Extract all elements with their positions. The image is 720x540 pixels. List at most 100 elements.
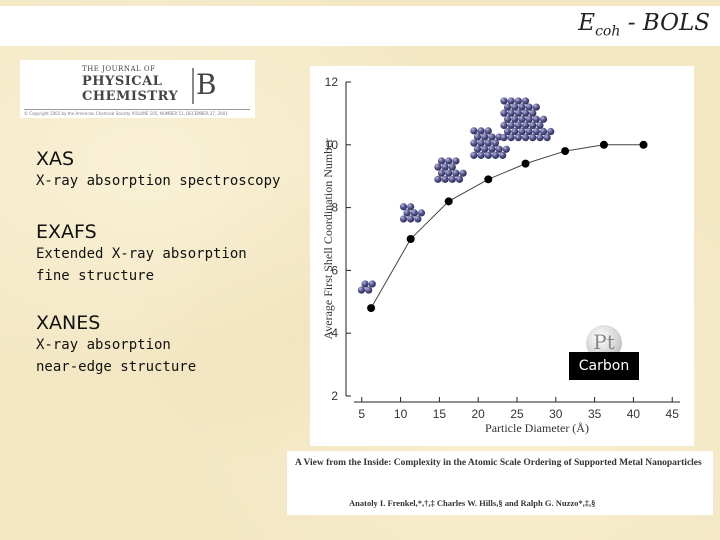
atom [500, 97, 508, 105]
x-tick-label: 20 [472, 407, 486, 421]
atom [503, 127, 512, 136]
atom [525, 103, 533, 111]
x-tick-label: 15 [433, 407, 447, 421]
atom [441, 163, 449, 171]
atom [507, 121, 515, 129]
atom [511, 127, 519, 136]
atom [488, 133, 496, 141]
atom [407, 203, 415, 211]
atom [403, 209, 411, 217]
atom [407, 215, 415, 223]
atom [532, 115, 540, 123]
x-tick-label: 45 [666, 407, 680, 421]
atom [507, 134, 515, 142]
x-tick-label: 30 [549, 407, 563, 421]
atom [455, 175, 464, 183]
atom [536, 121, 544, 129]
atom [470, 151, 478, 159]
atom [529, 134, 537, 142]
data-point [444, 197, 453, 206]
nanoparticle-cluster [357, 280, 376, 294]
atom [514, 109, 522, 117]
journal-footer: © Copyright 2001 by the American Chemica… [24, 109, 250, 116]
atom [477, 139, 485, 147]
atom [539, 115, 548, 123]
title-bar: Ecoh - BOLS [0, 6, 720, 46]
atom [491, 151, 500, 159]
term-abbr: EXAFS [36, 221, 97, 243]
atom [437, 169, 446, 177]
atom [521, 121, 530, 129]
atom [410, 209, 418, 217]
term-xas: XAS X-ray absorption spectroscopy [36, 148, 280, 192]
y-tick-label: 4 [331, 326, 338, 340]
x-tick-label: 25 [510, 407, 524, 421]
atom [484, 127, 492, 135]
y-tick-label: 2 [331, 389, 338, 403]
nanoparticle-cluster [470, 127, 510, 159]
atom [452, 169, 460, 177]
atom [514, 134, 522, 142]
atom [518, 127, 526, 136]
atom [477, 127, 485, 135]
x-tick-label: 10 [394, 407, 408, 421]
atom [417, 209, 426, 217]
data-point [599, 140, 608, 149]
term-desc-line: fine structure [36, 268, 155, 284]
term-abbr: XANES [36, 312, 101, 334]
atom [518, 103, 526, 111]
atom [521, 134, 530, 142]
data-point [521, 159, 530, 168]
atom [511, 115, 519, 123]
data-point [484, 175, 493, 184]
term-desc-line: X-ray absorption [36, 337, 171, 353]
y-tick-label: 12 [325, 75, 339, 89]
atom [441, 175, 449, 183]
y-tick-label: 6 [331, 263, 338, 277]
atom [521, 109, 530, 117]
atom [437, 157, 446, 165]
atom [448, 163, 456, 171]
data-point [406, 235, 415, 243]
journal-logo: THE JOURNAL OF PHYSICAL CHEMISTRY B © Co… [20, 60, 255, 118]
atom [511, 103, 519, 111]
data-point [639, 140, 648, 149]
atom [470, 139, 478, 147]
term-desc-line: Extended X-ray absorption [36, 246, 247, 262]
atom [470, 127, 478, 135]
nanoparticle-cluster [399, 203, 426, 223]
x-tick-label: 35 [588, 407, 602, 421]
nanoparticle-cluster [434, 157, 467, 183]
atom [477, 151, 485, 159]
term-desc-line: X-ray absorption spectroscopy [36, 173, 281, 189]
atom [452, 157, 460, 165]
atom [448, 175, 456, 183]
atom [502, 145, 510, 153]
journal-section-letter: B [192, 68, 217, 104]
paper-authors: Anatoly I. Frenkel,*,†,‡ Charles W. Hill… [349, 498, 596, 508]
atom [481, 145, 489, 153]
atom [499, 151, 507, 159]
y-axis-label: Average First Shell Coordination Number [321, 138, 335, 339]
atom [525, 127, 533, 136]
atom [500, 134, 508, 142]
atom [459, 169, 467, 177]
y-tick-label: 10 [325, 138, 339, 152]
series-line [370, 144, 644, 309]
paper-caption: A View from the Inside: Complexity in th… [287, 451, 713, 515]
x-ticks: 5 10 15 20 25 30 35 40 45 [358, 397, 679, 421]
atom [434, 163, 442, 171]
atom [365, 286, 373, 294]
atom [445, 157, 453, 165]
data-points [367, 140, 648, 313]
atom [361, 280, 369, 288]
atom [532, 103, 540, 111]
journal-line2: PHYSICAL [82, 74, 163, 89]
journal-line3: CHEMISTRY [82, 89, 179, 104]
atom [399, 203, 408, 211]
atom [488, 145, 496, 153]
x-tick-label: 5 [358, 407, 365, 421]
atom [536, 134, 544, 142]
atom [491, 139, 500, 147]
y-tick-label: 8 [331, 201, 338, 215]
